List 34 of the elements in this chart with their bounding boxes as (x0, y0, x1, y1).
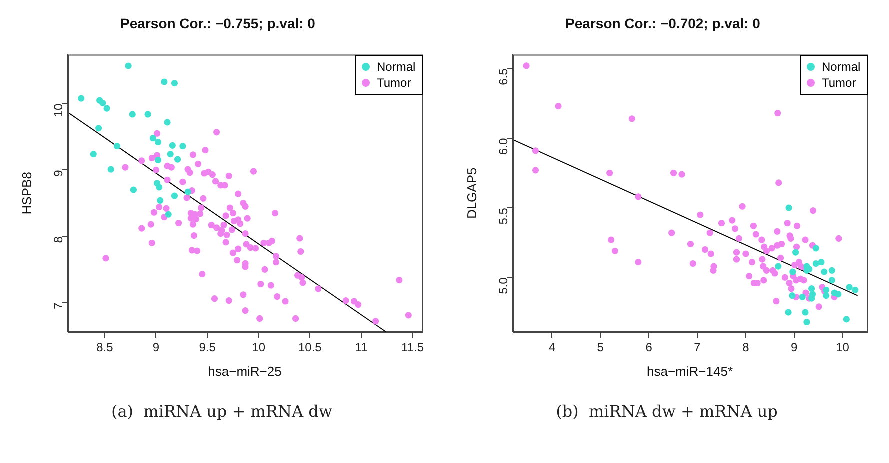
y-tick-label: 8 (51, 236, 66, 244)
y-tick-label: 5.0 (496, 277, 510, 294)
y-axis-title: HSPB8 (19, 172, 34, 215)
x-tick-label: 10.5 (298, 340, 322, 355)
x-tick-label: 10 (252, 340, 266, 355)
x-axis-title: hsa−miR−25 (208, 364, 282, 379)
x-axis-title: hsa−miR−145* (647, 364, 733, 379)
x-tick-label: 11 (355, 340, 368, 355)
legend-label: Tumor (377, 74, 412, 91)
x-tick-label: 9 (152, 340, 160, 355)
text: (a) miRNA up + mRNA dw (110, 402, 334, 421)
x-tick-label: 9.5 (199, 340, 216, 355)
x-tick-label: 8.5 (96, 340, 114, 355)
y-tick-label: 6.5 (496, 68, 510, 86)
x-tick-label: 8 (742, 340, 750, 355)
y-tick-label: 6.0 (496, 138, 510, 156)
legend-label: Normal (377, 58, 416, 75)
y-axis-title: DLGAP5 (464, 168, 480, 220)
legend-label: Normal (822, 58, 861, 75)
y-tick-label: 7 (51, 302, 66, 310)
x-tick-label: 10 (836, 340, 850, 355)
y-tick-label: 9 (51, 170, 66, 177)
legend-label: Tumor (822, 74, 856, 91)
chart-title: Pearson Cor.: −0.755; p.val: 0 (120, 15, 316, 32)
x-tick-label: 11.5 (402, 340, 424, 355)
chart-title: Pearson Cor.: −0.702; p.val: 0 (566, 15, 761, 32)
text: (b) miRNA dw + mRNA up (555, 402, 779, 421)
y-tick-label: 10 (51, 104, 66, 118)
x-tick-label: 5 (597, 340, 604, 355)
x-tick-label: 6 (646, 340, 653, 355)
y-tick-label: 5.5 (496, 208, 510, 225)
x-tick-label: 7 (694, 340, 702, 355)
x-tick-label: 9 (791, 340, 798, 355)
x-tick-label: 4 (548, 340, 556, 355)
